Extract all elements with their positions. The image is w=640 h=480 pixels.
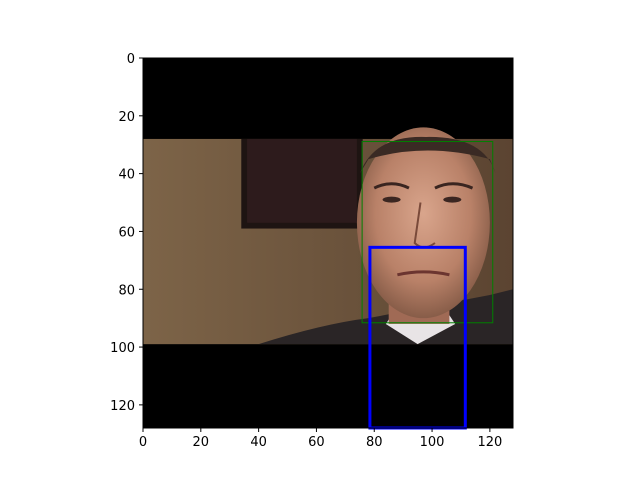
y-tick-label: 60 (118, 225, 135, 240)
photo-wall-frame-inner (247, 138, 357, 223)
x-tick-label: 0 (139, 435, 147, 450)
photo-eye-left (382, 196, 401, 203)
bounding-box-1 (361, 141, 494, 324)
photo-mouth (397, 270, 450, 277)
y-axis-ticks: 0 20 40 60 80 100 120 (110, 52, 143, 414)
y-tick-label: 80 (118, 283, 135, 298)
photo-face (356, 127, 490, 319)
x-tick-label: 60 (308, 435, 325, 450)
x-axis-ticks: 0 20 40 60 80 100 120 (139, 428, 502, 450)
y-tick-label: 0 (127, 52, 135, 67)
x-tick-label: 20 (193, 435, 210, 450)
photo-content (143, 127, 513, 345)
y-tick-label: 100 (110, 341, 135, 356)
photo-brow-left (373, 182, 410, 190)
photo-hair (359, 136, 496, 174)
x-tick-label: 100 (420, 435, 445, 450)
axes-frame (142, 57, 514, 429)
y-tick-label: 40 (118, 168, 135, 183)
x-tick-label: 40 (250, 435, 267, 450)
photo-eye-right (443, 196, 462, 203)
y-tick-label: 20 (118, 110, 135, 125)
photo-brow-right (434, 182, 474, 190)
photo-image (143, 58, 513, 428)
x-tick-label: 120 (477, 435, 502, 450)
x-tick-label: 80 (366, 435, 383, 450)
y-tick-label: 120 (110, 399, 135, 414)
